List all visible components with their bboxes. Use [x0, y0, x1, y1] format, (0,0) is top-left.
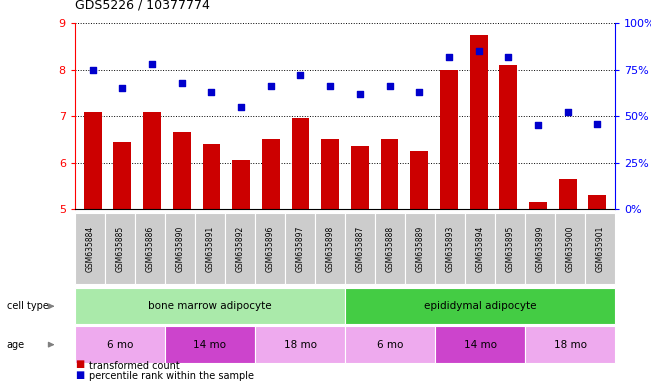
Point: [503, 53, 514, 60]
Bar: [589, 195, 606, 209]
Point: [562, 109, 573, 116]
Text: epididymal adipocyte: epididymal adipocyte: [424, 301, 536, 311]
Text: GSM635895: GSM635895: [506, 225, 515, 272]
Point: [176, 79, 187, 86]
Point: [206, 89, 217, 95]
Point: [533, 122, 543, 129]
Bar: [322, 139, 339, 209]
Point: [325, 83, 335, 89]
Text: 14 mo: 14 mo: [193, 339, 227, 350]
Bar: [410, 151, 428, 209]
Bar: [440, 70, 458, 209]
Point: [87, 66, 98, 73]
Bar: [529, 202, 547, 209]
Text: 6 mo: 6 mo: [107, 339, 133, 350]
Point: [444, 53, 454, 60]
Text: bone marrow adipocyte: bone marrow adipocyte: [148, 301, 271, 311]
Text: GSM635884: GSM635884: [85, 225, 94, 272]
Bar: [113, 142, 132, 209]
Text: GSM635901: GSM635901: [596, 225, 605, 272]
Text: 18 mo: 18 mo: [283, 339, 316, 350]
Text: GSM635892: GSM635892: [236, 225, 245, 272]
Text: 14 mo: 14 mo: [464, 339, 497, 350]
Bar: [351, 146, 368, 209]
Text: cell type: cell type: [7, 301, 48, 311]
Text: GSM635900: GSM635900: [566, 225, 575, 272]
Text: 6 mo: 6 mo: [377, 339, 403, 350]
Bar: [499, 65, 518, 209]
Text: GSM635885: GSM635885: [115, 225, 124, 272]
Text: ■: ■: [75, 359, 84, 369]
Text: GSM635897: GSM635897: [296, 225, 305, 272]
Text: ■: ■: [75, 370, 84, 380]
Text: GDS5226 / 10377774: GDS5226 / 10377774: [75, 0, 210, 12]
Point: [296, 72, 306, 78]
Point: [236, 104, 246, 110]
Bar: [202, 144, 220, 209]
Text: GSM635893: GSM635893: [445, 225, 454, 272]
Text: 18 mo: 18 mo: [553, 339, 587, 350]
Text: percentile rank within the sample: percentile rank within the sample: [89, 371, 254, 381]
Text: GSM635896: GSM635896: [266, 225, 275, 272]
Bar: [381, 139, 398, 209]
Point: [117, 85, 128, 91]
Text: GSM635888: GSM635888: [385, 225, 395, 272]
Text: GSM635899: GSM635899: [536, 225, 545, 272]
Text: GSM635891: GSM635891: [206, 225, 214, 272]
Text: age: age: [7, 339, 25, 350]
Text: GSM635890: GSM635890: [175, 225, 184, 272]
Point: [414, 89, 424, 95]
Text: GSM635886: GSM635886: [145, 225, 154, 272]
Point: [266, 83, 276, 89]
Point: [592, 121, 603, 127]
Bar: [262, 139, 280, 209]
Point: [384, 83, 395, 89]
Text: transformed count: transformed count: [89, 361, 180, 371]
Bar: [292, 119, 309, 209]
Text: GSM635894: GSM635894: [476, 225, 484, 272]
Text: GSM635889: GSM635889: [415, 225, 424, 272]
Text: GSM635887: GSM635887: [355, 225, 365, 272]
Bar: [143, 111, 161, 209]
Bar: [232, 161, 250, 209]
Point: [473, 48, 484, 54]
Point: [355, 91, 365, 97]
Bar: [173, 132, 191, 209]
Bar: [84, 111, 102, 209]
Bar: [470, 35, 488, 209]
Bar: [559, 179, 577, 209]
Point: [147, 61, 158, 67]
Text: GSM635898: GSM635898: [326, 225, 335, 272]
